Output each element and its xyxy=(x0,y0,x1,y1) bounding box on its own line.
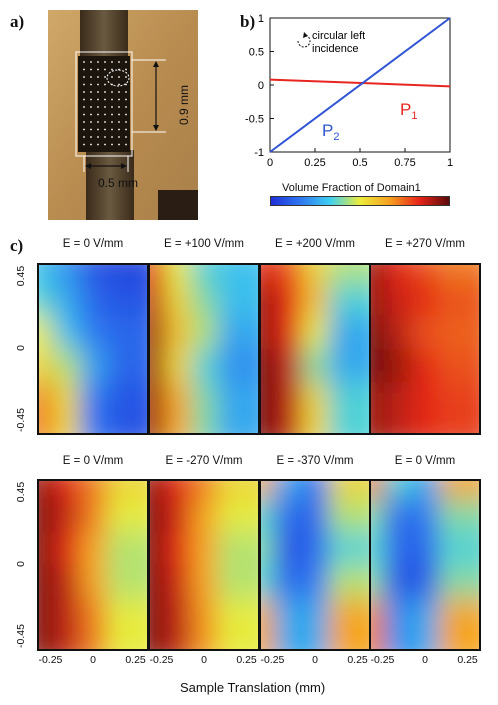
heatmap-cell xyxy=(217,598,258,649)
xtick-label: 0.25 xyxy=(304,157,325,169)
heatmap-xtick-label: 0.25 xyxy=(236,654,257,666)
heatmap-r2-c1 xyxy=(37,479,149,651)
heatmap-r1-c1 xyxy=(37,263,149,435)
heatmap-xtick-label: 0.25 xyxy=(457,654,478,666)
heatmap-xtick-label: 0 xyxy=(90,654,96,666)
xtick-label: 0 xyxy=(267,157,273,169)
circular-arrow-head-icon xyxy=(303,32,308,38)
line-chart-svg: -1 -0.5 0 0.5 1 0 0.25 0.5 0.75 1 P1 P2 circular lef… xyxy=(245,13,453,169)
heatmap-xtick-label: -0.25 xyxy=(370,654,395,666)
heatmap-title: E = 0 V/mm xyxy=(394,455,456,467)
heatmap-xtick-label: 0.25 xyxy=(347,654,368,666)
heatmap-cell xyxy=(438,382,479,433)
line-chart-xlabel: Volume Fraction of Domain1 xyxy=(282,182,421,194)
heatmap-title: E = 0 V/mm xyxy=(62,238,124,250)
series-label-P2: P2 xyxy=(322,121,339,143)
heatmap-title: E = +100 V/mm xyxy=(164,238,244,250)
line-chart-panel-b: -1 -0.5 0 0.5 1 0 0.25 0.5 0.75 1 P1 P2 circular lef… xyxy=(240,8,460,200)
heatmap-xtick-label: 0 xyxy=(422,654,428,666)
xtick-label: 1 xyxy=(447,157,453,169)
heatmap-title: E = +270 V/mm xyxy=(385,238,465,250)
dim-horizontal-label: 0.5 mm xyxy=(98,176,139,190)
ytick-label: 0 xyxy=(258,80,264,92)
ytick-label: 0.5 xyxy=(249,47,264,59)
heatmap-xtick-label: 0.25 xyxy=(125,654,146,666)
ytick-label: -1 xyxy=(254,147,264,159)
heatmap-ytick-label: 0 xyxy=(15,561,27,567)
panel-label-c: c) xyxy=(10,236,24,255)
heatmap-cell xyxy=(217,382,258,433)
heatmap-r1-c2 xyxy=(148,263,260,435)
heatmap-ytick-label: 0.45 xyxy=(15,265,27,286)
annotation-line-2: incidence xyxy=(312,43,358,55)
heatmap-ytick-label: 0.45 xyxy=(15,481,27,502)
sample-photo-svg xyxy=(48,10,198,220)
series-label-P1: P1 xyxy=(400,100,417,122)
annotation-line-1: circular left xyxy=(312,30,365,42)
heatmap-r1-c3 xyxy=(259,263,371,435)
panel-label-a: a) xyxy=(10,12,25,31)
xtick-label: 0.5 xyxy=(352,157,367,169)
sample-photograph: 0.9 mm 0.5 mm xyxy=(48,10,198,220)
ytick-label: -0.5 xyxy=(245,114,264,126)
colorbar xyxy=(270,196,450,206)
heatmap-title: E = -270 V/mm xyxy=(165,455,243,467)
heatmap-cell xyxy=(106,382,147,433)
heatmap-title: E = 0 V/mm xyxy=(62,455,124,467)
heatmap-cell xyxy=(328,382,369,433)
dim-vertical-label: 0.9 mm xyxy=(177,85,191,126)
heatmap-cell xyxy=(328,598,369,649)
series-line-P2 xyxy=(269,17,451,153)
heatmap-cell xyxy=(438,598,479,649)
heatmap-title: E = -370 V/mm xyxy=(276,455,354,467)
heatmap-xtick-label: -0.25 xyxy=(260,654,285,666)
series-line-P1 xyxy=(269,78,451,88)
heatmap-xtick-label: -0.25 xyxy=(38,654,63,666)
heatmap-xtick-label: -0.25 xyxy=(149,654,174,666)
heatmap-xlabel: Sample Translation (mm) xyxy=(180,680,326,695)
scan-grid-dots xyxy=(83,61,127,146)
heatmap-r2-c2 xyxy=(148,479,260,651)
heatmap-title: E = +200 V/mm xyxy=(275,238,355,250)
dim-vertical-label-box: 0.9 mm xyxy=(174,68,192,148)
panel-label-b: b) xyxy=(240,12,256,31)
heatmap-r2-c4 xyxy=(369,479,481,651)
ytick-label: 1 xyxy=(258,13,264,25)
xtick-label: 0.75 xyxy=(394,157,415,169)
heatmap-xtick-label: 0 xyxy=(201,654,207,666)
heatmap-xtick-label: 0 xyxy=(312,654,318,666)
heatmap-r1-c4 xyxy=(369,263,481,435)
heatmap-ytick-label: -0.45 xyxy=(15,408,27,433)
heatmap-ytick-label: -0.45 xyxy=(15,624,27,649)
heatmap-ytick-label: 0 xyxy=(15,345,27,351)
heatmap-cell xyxy=(106,598,147,649)
heatmap-r2-c3 xyxy=(259,479,371,651)
